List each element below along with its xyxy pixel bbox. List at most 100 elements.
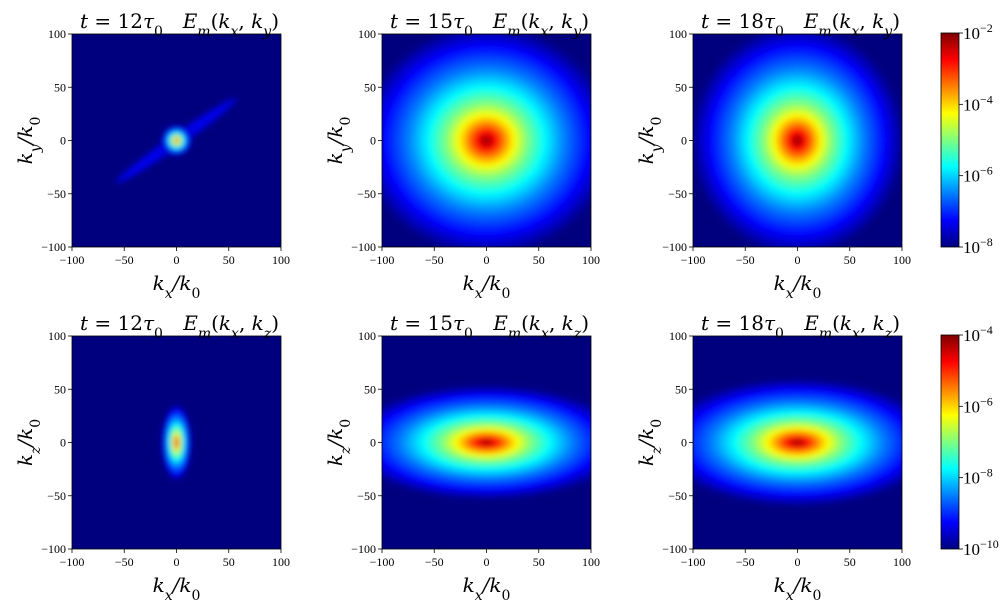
y-tick-label: −50 [357,187,376,201]
x-tick-label: −50 [425,555,444,569]
y-tick-label: 0 [681,134,687,148]
x-tick-label: −50 [425,253,444,267]
svg-text:kz/k0: kz/k0 [323,419,354,466]
y-axis-label: ky/k0 [13,117,44,165]
svg-text:ky/k0: ky/k0 [13,117,44,165]
spectrum-field [382,385,591,500]
x-tick-label: 0 [174,555,180,569]
colorbar-tick-label: 10−4 [963,92,993,114]
spectrum-core [382,34,591,247]
colorbar-tick-label: 10−8 [963,466,993,488]
heatmap-panel-5: −100 −50 0 50 100 −100 −50 0 50 100 kx/k0 kz/k0 t = … [323,311,600,604]
panel-title-quantity: Em(kx, kz) [182,311,279,342]
y-tick-label: 50 [364,382,376,396]
y-tick-label: 100 [48,27,66,41]
y-tick-label: −100 [41,542,66,556]
colorbar-tick-label: 10−8 [963,235,993,257]
spectrum-core [693,378,902,507]
heatmap-panel-2: −100 −50 0 50 100 −100 −50 0 50 100 kx/k0 ky/k0 t = … [323,9,600,302]
svg-text:ky/k0: ky/k0 [323,117,354,165]
panel-title-time: t = 18τ0 [701,9,784,40]
x-axis-label: kx/k0 [774,271,822,302]
y-axis-label: ky/k0 [323,117,354,165]
panel-title-time: t = 18τ0 [701,311,784,342]
x-tick-label: −100 [60,253,85,267]
spectrum-core [693,34,902,247]
y-axis-label: kz/k0 [13,419,44,466]
y-tick-label: 50 [54,382,66,396]
heatmap-panel-4: −100 −50 0 50 100 −100 −50 0 50 100 kx/k0 kz/k0 t = … [13,311,290,604]
colorbar-gradient [940,334,960,550]
heatmap-panel-3: −100 −50 0 50 100 −100 −50 0 50 100 kx/k0 ky/k0 t = … [634,9,911,302]
y-tick-label: −50 [357,489,376,503]
spectrum-field [382,34,591,247]
x-tick-label: 50 [223,555,235,569]
spectrum-core [161,404,192,481]
spectrum-core [161,125,192,156]
svg-text:kz/k0: kz/k0 [634,419,665,466]
svg-text:kz/k0: kz/k0 [13,419,44,466]
panel-title-time: t = 15τ0 [390,311,473,342]
x-tick-label: 0 [484,253,490,267]
x-axis-label: kx/k0 [463,271,511,302]
panel-title-time: t = 12τ0 [80,9,163,40]
x-axis-label: kx/k0 [153,573,201,604]
x-tick-label: 100 [582,253,600,267]
x-tick-label: 50 [844,555,856,569]
x-tick-label: 100 [893,253,911,267]
x-tick-label: −100 [681,253,706,267]
panel-title-time: t = 15τ0 [390,9,473,40]
colorbar-top: 10−2 10−4 10−6 10−8 [940,21,993,257]
x-tick-label: 50 [223,253,235,267]
x-tick-label: 50 [533,253,545,267]
x-tick-label: 100 [582,555,600,569]
y-tick-label: 50 [675,80,687,94]
colorbar-tick-label: 10−6 [963,394,993,416]
panel-title-quantity: Em(kx, kz) [803,311,900,342]
panel-title-quantity: Em(kx, ky) [803,9,900,40]
panel-title-quantity: Em(kx, kz) [492,311,589,342]
x-tick-label: −50 [736,253,755,267]
x-tick-label: −50 [115,253,134,267]
spectrum-field [116,98,237,183]
heatmap-panel-6: −100 −50 0 50 100 −100 −50 0 50 100 kx/k0 kz/k0 t = … [634,311,911,604]
x-tick-label: −50 [115,555,134,569]
y-tick-label: −100 [662,240,687,254]
y-tick-label: −50 [668,489,687,503]
x-tick-label: 50 [844,253,856,267]
x-tick-label: −100 [370,253,395,267]
x-tick-label: 100 [272,555,290,569]
y-tick-label: 100 [48,329,66,343]
x-tick-label: 100 [272,253,290,267]
x-tick-label: −100 [370,555,395,569]
y-axis-label: kz/k0 [323,419,354,466]
y-tick-label: −100 [662,542,687,556]
y-tick-label: −50 [668,187,687,201]
x-tick-label: 0 [484,555,490,569]
y-tick-label: 100 [358,329,376,343]
y-tick-label: −100 [351,240,376,254]
y-tick-label: 100 [669,329,687,343]
y-tick-label: 50 [675,382,687,396]
y-tick-label: −50 [47,187,66,201]
y-tick-label: 100 [358,27,376,41]
colorbar-tick-label: 10−4 [963,323,993,345]
panel-title-time: t = 12τ0 [80,311,163,342]
spectrum-core [382,385,591,500]
y-tick-label: 0 [681,436,687,450]
panel-title-quantity: Em(kx, ky) [492,9,589,40]
y-tick-label: 0 [370,436,376,450]
y-tick-label: 0 [370,134,376,148]
colorbar-tick-label: 10−10 [963,537,999,559]
heatmap-panel-1: −100 −50 0 50 100 −100 −50 0 50 100 kx/k0 ky/k0 t = … [13,9,290,302]
colorbar-gradient [940,32,960,248]
y-tick-label: −50 [47,489,66,503]
y-tick-label: 50 [364,80,376,94]
colorbar-bottom: 10−4 10−6 10−8 10−10 [940,323,999,559]
svg-text:ky/k0: ky/k0 [634,117,665,165]
y-axis-label: ky/k0 [634,117,665,165]
y-tick-label: 50 [54,80,66,94]
x-tick-label: 100 [893,555,911,569]
spectrum-field [161,404,192,481]
y-axis-label: kz/k0 [634,419,665,466]
